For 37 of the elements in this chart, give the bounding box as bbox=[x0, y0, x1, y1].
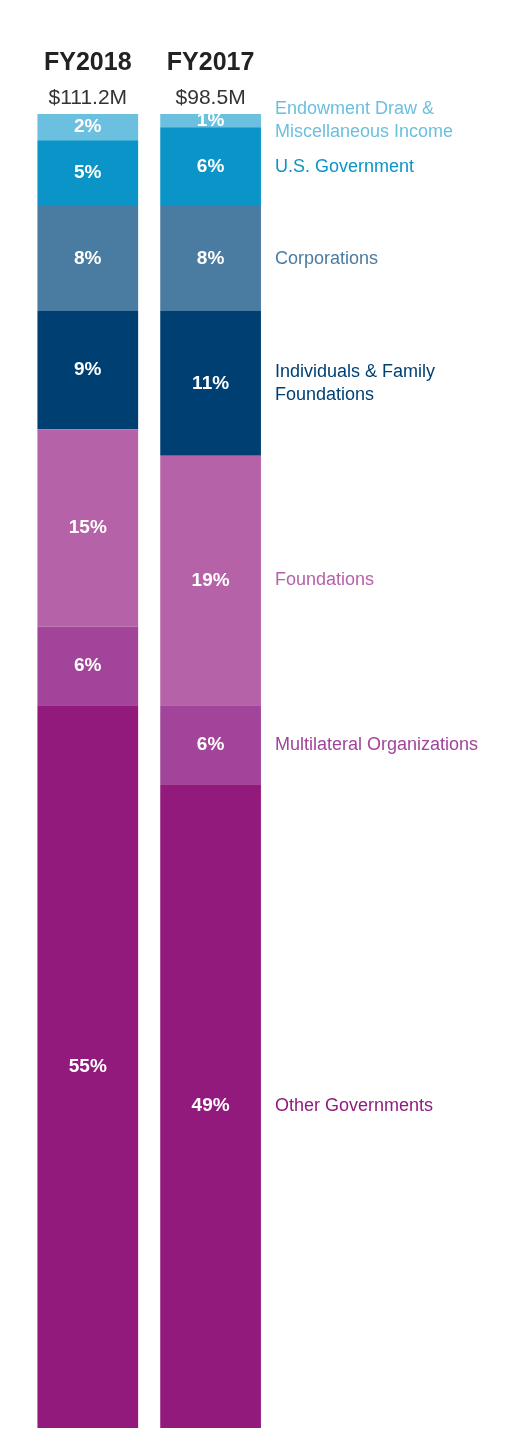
data-label: 8% bbox=[74, 246, 102, 268]
x-tick-label: FY2017 bbox=[166, 46, 255, 75]
bar bbox=[37, 705, 139, 1428]
bar bbox=[160, 127, 261, 206]
bar bbox=[37, 626, 139, 706]
bar bbox=[160, 205, 261, 312]
bar bbox=[160, 311, 261, 456]
bar bbox=[160, 784, 261, 1428]
series-label: Corporations bbox=[274, 247, 379, 268]
series-label: Endowment Draw & Miscellaneous Income bbox=[274, 98, 454, 142]
data-label: 6% bbox=[196, 732, 225, 754]
data-label: 6% bbox=[196, 154, 225, 176]
data-label: 15% bbox=[68, 516, 107, 538]
bar bbox=[160, 455, 261, 706]
series-label: Multilateral Organizations bbox=[274, 733, 479, 754]
data-label: 19% bbox=[191, 568, 230, 590]
text: $111.2M bbox=[48, 85, 128, 108]
bar bbox=[160, 705, 261, 785]
bar bbox=[37, 429, 139, 627]
data-label: 5% bbox=[74, 161, 102, 183]
text: $98.5M bbox=[175, 85, 246, 108]
series-label: Individuals & Family Foundations bbox=[274, 360, 436, 404]
data-label: 49% bbox=[191, 1094, 230, 1116]
x-tick-label: FY2018 bbox=[44, 46, 132, 75]
data-label: 55% bbox=[68, 1054, 107, 1076]
data-label: 6% bbox=[74, 654, 102, 676]
series-label: Foundations bbox=[274, 569, 375, 590]
series-label: Other Governments bbox=[274, 1095, 434, 1116]
data-label: 11% bbox=[192, 371, 230, 393]
bar bbox=[37, 311, 139, 430]
bar bbox=[37, 114, 139, 141]
data-label: 9% bbox=[74, 358, 102, 380]
data-label: 2% bbox=[74, 115, 102, 137]
data-label: 8% bbox=[196, 246, 225, 268]
series-label: U.S. Government bbox=[274, 155, 415, 176]
bar bbox=[37, 140, 139, 206]
bar bbox=[37, 205, 139, 312]
